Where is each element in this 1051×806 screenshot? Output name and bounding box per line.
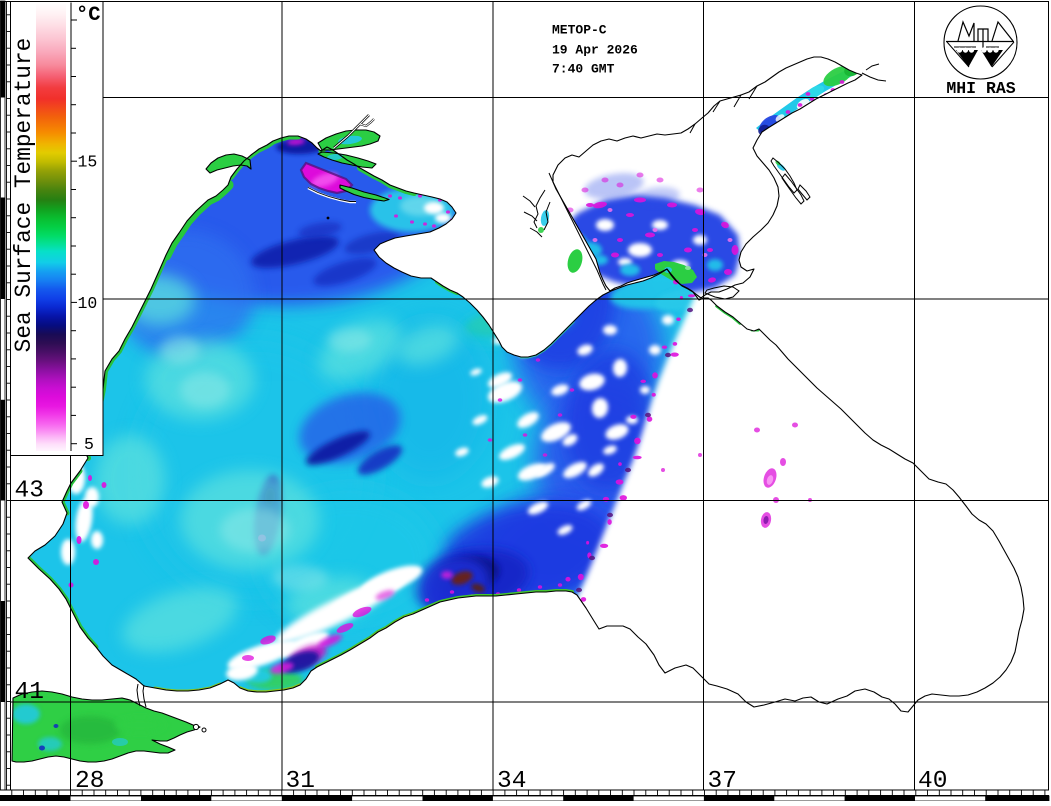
svg-text:43: 43 — [15, 478, 44, 505]
svg-text:°C: °C — [76, 4, 101, 27]
svg-text:7:40 GMT: 7:40 GMT — [552, 62, 615, 77]
svg-text:15: 15 — [78, 153, 98, 172]
svg-text:34: 34 — [497, 768, 526, 795]
svg-text:Sea Surface Temperature: Sea Surface Temperature — [11, 38, 37, 353]
svg-text:37: 37 — [708, 768, 737, 795]
svg-text:31: 31 — [286, 768, 315, 795]
svg-text:40: 40 — [918, 768, 947, 795]
svg-text:19 Apr 2026: 19 Apr 2026 — [552, 43, 638, 58]
svg-text:41: 41 — [15, 679, 44, 706]
svg-text:MHI RAS: MHI RAS — [946, 79, 1015, 98]
svg-text:5: 5 — [84, 435, 94, 454]
svg-text:METOP-C: METOP-C — [552, 23, 607, 38]
svg-text:10: 10 — [78, 294, 98, 313]
svg-text:28: 28 — [75, 768, 104, 795]
